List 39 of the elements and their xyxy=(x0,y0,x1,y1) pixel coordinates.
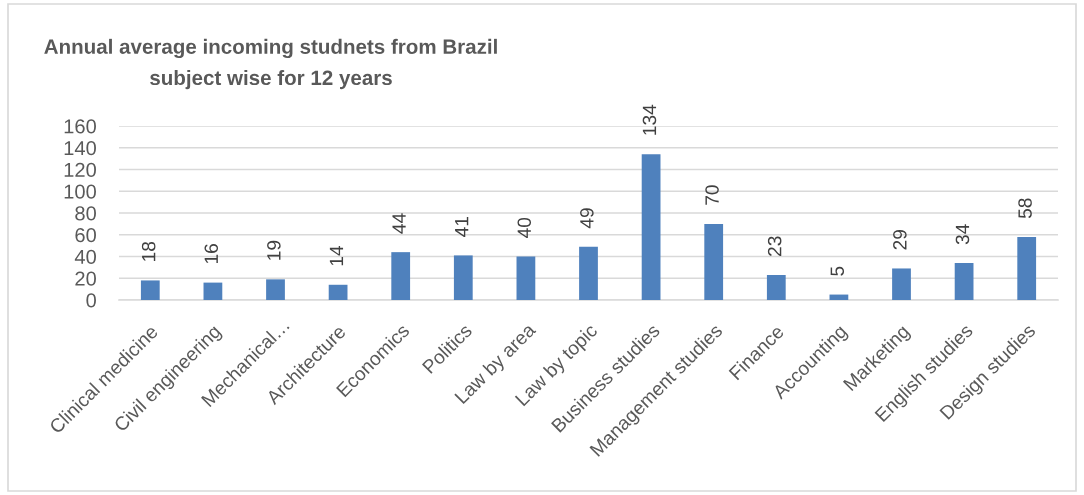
y-tick-label: 160 xyxy=(64,119,96,134)
y-tick-label: 140 xyxy=(64,140,96,156)
data-label: 29 xyxy=(893,230,907,250)
bar xyxy=(766,274,786,300)
bar xyxy=(328,284,348,300)
data-label: 44 xyxy=(392,213,406,234)
bar xyxy=(579,246,598,300)
data-label: 58 xyxy=(1018,198,1032,219)
data-label: 41 xyxy=(455,216,469,237)
bar xyxy=(140,280,160,300)
data-label: 23 xyxy=(767,236,782,256)
bar xyxy=(892,268,911,300)
data-label: 34 xyxy=(955,224,970,245)
y-tick-label: 40 xyxy=(74,249,96,264)
y-tick-label: 80 xyxy=(75,206,96,221)
bar xyxy=(453,255,473,300)
y-tick-label: 0 xyxy=(86,293,96,308)
data-label: 5 xyxy=(830,266,845,276)
bar xyxy=(516,256,536,300)
y-tick-label: 100 xyxy=(64,184,96,199)
y-tick-label: 20 xyxy=(75,271,96,286)
data-label: 70 xyxy=(705,185,719,205)
chart-title: Annual average incoming studnets from Brazil subject wise for 12 years xyxy=(44,38,497,90)
data-label: 49 xyxy=(580,208,594,229)
data-label: 134 xyxy=(642,104,657,135)
data-label: 14 xyxy=(329,245,344,266)
y-tick-label: 60 xyxy=(75,227,96,243)
y-tick-label: 120 xyxy=(64,162,96,177)
data-label: 18 xyxy=(141,241,156,261)
data-label: 19 xyxy=(267,240,281,260)
bar xyxy=(704,223,724,300)
bar xyxy=(266,279,285,300)
bar xyxy=(1017,236,1037,300)
data-label: 16 xyxy=(204,244,219,264)
bar xyxy=(641,154,661,300)
data-label: 40 xyxy=(517,217,532,238)
bar xyxy=(954,263,974,300)
bar xyxy=(391,252,411,300)
bar xyxy=(203,282,223,300)
